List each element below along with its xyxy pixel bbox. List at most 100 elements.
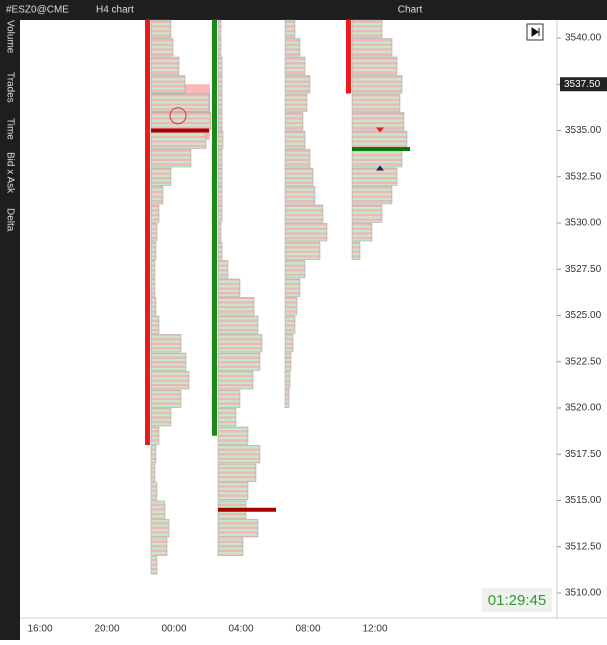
volume-bar	[217, 93, 223, 112]
volume-bar	[150, 204, 160, 223]
volume-bar	[217, 241, 223, 260]
volume-bar	[150, 482, 158, 501]
volume-bar	[217, 297, 255, 316]
volume-bar	[150, 445, 157, 464]
price-label: 3527.50	[565, 264, 602, 275]
volume-bar	[217, 112, 223, 131]
volume-bar	[150, 408, 172, 427]
volume-bar	[351, 19, 383, 38]
volume-bar	[150, 186, 164, 205]
volume-bar	[150, 278, 156, 297]
volume-bar	[217, 463, 257, 482]
volume-bar	[217, 167, 223, 186]
volume-bar	[284, 149, 311, 168]
volume-bar	[150, 167, 172, 186]
volume-bar	[150, 38, 174, 57]
candle-body	[212, 19, 217, 436]
volume-bar	[284, 371, 291, 390]
volume-bar	[351, 223, 373, 242]
volume-bar	[351, 167, 398, 186]
volume-bar	[284, 19, 296, 38]
volume-bar	[351, 241, 361, 260]
volume-bar	[150, 389, 182, 408]
volume-bar	[150, 315, 160, 334]
volume-bar	[217, 260, 229, 279]
poc-line	[352, 147, 410, 151]
side-tab[interactable]: Delta	[4, 208, 15, 232]
volume-bar	[150, 75, 186, 94]
price-label: 3530.00	[565, 218, 602, 229]
volume-bar	[217, 19, 222, 38]
volume-bar	[351, 38, 393, 57]
triangle	[376, 127, 384, 133]
volume-bar	[150, 112, 212, 131]
icon	[531, 27, 540, 37]
time-label: 20:00	[94, 624, 119, 635]
side-tab[interactable]: Volume	[4, 20, 15, 54]
price-label: 3512.50	[565, 541, 602, 552]
volume-bar	[150, 426, 160, 445]
volume-bar	[284, 297, 298, 316]
poc-line	[218, 507, 276, 512]
volume-bar	[284, 223, 328, 242]
volume-bar	[351, 149, 403, 168]
current-price: 3537.50	[564, 79, 601, 90]
volume-bar	[217, 278, 241, 297]
volume-bar	[284, 186, 316, 205]
volume-bar	[284, 389, 290, 408]
volume-bar	[284, 278, 301, 297]
side-tab[interactable]: Time	[4, 118, 15, 140]
price-label: 3540.00	[565, 33, 602, 44]
price-label: 3525.00	[565, 310, 602, 321]
poc-line	[151, 128, 209, 133]
marker	[169, 107, 187, 125]
volume-bar	[217, 537, 244, 556]
volume-bar	[284, 75, 311, 94]
volume-bar	[217, 130, 224, 149]
volume-bar	[284, 241, 321, 260]
volume-bar	[150, 500, 166, 519]
price-label: 3517.50	[565, 449, 602, 460]
volume-bar	[351, 75, 403, 94]
volume-bar	[351, 112, 405, 131]
volume-bar	[217, 389, 241, 408]
side-tab[interactable]: Bid x Ask	[4, 152, 15, 194]
volume-bar	[150, 334, 182, 353]
time-label: 04:00	[228, 624, 253, 635]
volume-bar	[150, 223, 158, 242]
volume-bar	[351, 93, 401, 112]
volume-bar	[284, 204, 324, 223]
volume-bar	[150, 130, 207, 149]
side-tab[interactable]: Trades	[4, 72, 15, 103]
volume-bar	[217, 519, 259, 538]
triangle	[376, 165, 384, 171]
volume-bar	[284, 112, 304, 131]
volume-bar	[150, 241, 157, 260]
price-label: 3535.00	[565, 125, 602, 136]
volume-bar	[217, 482, 249, 501]
volume-bar	[284, 315, 296, 334]
price-label: 3520.00	[565, 403, 602, 414]
volume-bar	[150, 556, 158, 575]
time-label: 12:00	[362, 624, 387, 635]
volume-bar	[150, 260, 156, 279]
volume-bar	[217, 38, 222, 57]
time-label: 00:00	[161, 624, 186, 635]
candle-body	[346, 19, 351, 94]
volume-bar	[351, 56, 398, 75]
toolbar	[0, 0, 607, 20]
volume-bar	[284, 38, 301, 57]
price-label: 3515.00	[565, 495, 602, 506]
timeframe[interactable]: H4 chart	[96, 5, 134, 16]
volume-bar	[150, 93, 210, 112]
sidebar	[0, 20, 20, 640]
symbol[interactable]: #ESZ0@CME	[6, 5, 69, 16]
price-label: 3532.50	[565, 171, 602, 182]
volume-bar	[150, 463, 156, 482]
volume-bar	[217, 186, 223, 205]
volume-bar	[217, 149, 223, 168]
volume-bar	[284, 93, 308, 112]
volume-bar	[351, 204, 383, 223]
